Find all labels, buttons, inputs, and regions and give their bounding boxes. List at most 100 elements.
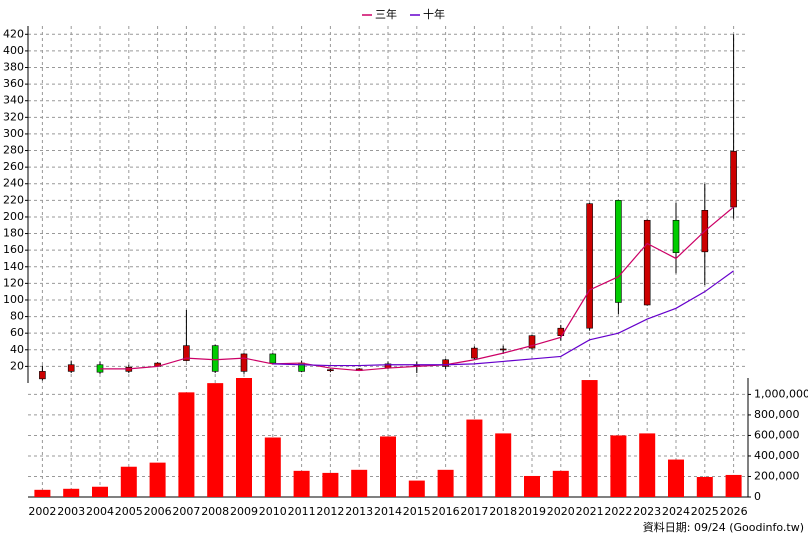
- x-tick-label: 2013: [345, 505, 373, 518]
- y-tick-label: 20: [10, 359, 24, 372]
- x-tick-label: 2004: [86, 505, 114, 518]
- y2-tick-label: 600,000: [754, 428, 800, 441]
- volume-bar: [524, 475, 540, 497]
- candle-body: [269, 353, 277, 364]
- volume-bar: [610, 435, 627, 497]
- y-tick-label: 300: [3, 127, 24, 140]
- x-tick-label: 2023: [633, 505, 661, 518]
- y-tick-label: 320: [3, 110, 24, 123]
- candle-body: [586, 203, 593, 329]
- y-tick-label: 420: [3, 27, 24, 40]
- volume-bar: [581, 380, 598, 497]
- volume-bar: [668, 459, 684, 497]
- source-note: 資料日期: 09/24 (Goodinfo.tw): [643, 520, 804, 534]
- volume-bar: [120, 466, 137, 497]
- y-tick-label: 360: [3, 77, 24, 90]
- y-tick-label: 340: [3, 94, 24, 107]
- y2-tick-label: 0: [754, 490, 761, 503]
- candle-body: [211, 345, 219, 372]
- x-tick-label: 2009: [230, 505, 258, 518]
- x-tick-label: 2012: [316, 505, 344, 518]
- volume-bar: [149, 462, 166, 497]
- y2-tick-label: 400,000: [754, 449, 800, 462]
- candle-body: [67, 364, 75, 372]
- x-tick-label: 2007: [172, 505, 200, 518]
- candle-body: [730, 151, 737, 208]
- volume-bar: [639, 433, 656, 497]
- y-tick-label: 280: [3, 144, 24, 157]
- volume-bar: [495, 433, 512, 497]
- x-tick-label: 2016: [432, 505, 460, 518]
- candle-body: [643, 219, 651, 306]
- volume-bar: [293, 470, 310, 497]
- y-tick-label: 160: [3, 243, 24, 256]
- candle-body: [39, 371, 46, 380]
- candle-body: [442, 359, 449, 367]
- volume-bar: [322, 472, 339, 497]
- candle-body: [183, 345, 190, 361]
- x-tick-label: 2006: [144, 505, 172, 518]
- y-tick-label: 260: [3, 160, 24, 173]
- volume-bar: [178, 392, 195, 497]
- x-tick-label: 2020: [547, 505, 575, 518]
- average-line: [272, 270, 734, 367]
- candle-body: [327, 369, 334, 372]
- y-tick-label: 60: [10, 326, 24, 339]
- y-tick-label: 120: [3, 276, 24, 289]
- volume-bar: [63, 488, 80, 497]
- volume-bar: [207, 383, 224, 497]
- y-tick-label: 380: [3, 61, 24, 74]
- y-tick-label: 200: [3, 210, 24, 223]
- y-tick-label: 40: [10, 343, 24, 356]
- x-tick-label: 2005: [115, 505, 143, 518]
- x-tick-label: 2019: [518, 505, 546, 518]
- candle-body: [528, 335, 536, 349]
- y2-tick-label: 800,000: [754, 408, 800, 421]
- x-tick-label: 2022: [604, 505, 632, 518]
- y-tick-label: 100: [3, 293, 24, 306]
- volume-bar: [696, 476, 713, 497]
- volume-bar: [466, 419, 483, 497]
- volume-bar: [552, 470, 569, 497]
- volume-bar: [380, 436, 396, 497]
- x-tick-label: 2024: [662, 505, 690, 518]
- x-tick-label: 2015: [403, 505, 431, 518]
- x-tick-label: 2018: [489, 505, 517, 518]
- y-tick-label: 140: [3, 260, 24, 273]
- y-tick-label: 240: [3, 177, 24, 190]
- y-tick-label: 80: [10, 310, 24, 323]
- y-tick-label: 220: [3, 193, 24, 206]
- volume-bar: [264, 437, 281, 497]
- x-tick-label: 2025: [691, 505, 719, 518]
- candle-body: [615, 200, 622, 303]
- y2-tick-label: 1,000,000: [754, 387, 808, 400]
- legend-label: 三年: [375, 7, 397, 21]
- candle-body: [672, 219, 680, 253]
- y-tick-label: 400: [3, 44, 24, 57]
- x-tick-label: 2010: [259, 505, 287, 518]
- volume-bar: [725, 474, 742, 497]
- candle-body: [240, 353, 248, 372]
- volume-bar: [236, 378, 252, 497]
- volume-bar: [437, 469, 454, 497]
- candle-body: [499, 348, 507, 351]
- y-tick-label: 180: [3, 227, 24, 240]
- candle-body: [471, 347, 478, 359]
- volume-bar: [92, 486, 108, 497]
- volume-bar: [34, 489, 51, 497]
- volume-bar: [351, 469, 368, 497]
- x-tick-label: 2011: [288, 505, 316, 518]
- x-tick-label: 2014: [374, 505, 402, 518]
- x-tick-label: 2002: [28, 505, 56, 518]
- average-line: [100, 206, 734, 372]
- y2-tick-label: 200,000: [754, 469, 800, 482]
- x-tick-label: 2026: [720, 505, 748, 518]
- volume-bar: [408, 480, 425, 497]
- x-tick-label: 2008: [201, 505, 229, 518]
- x-tick-label: 2021: [576, 505, 604, 518]
- legend-label: 十年: [423, 7, 445, 21]
- x-tick-label: 2017: [460, 505, 488, 518]
- x-tick-label: 2003: [57, 505, 85, 518]
